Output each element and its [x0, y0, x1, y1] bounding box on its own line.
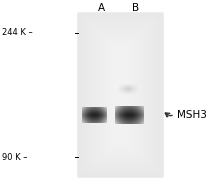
Text: B: B: [132, 3, 139, 13]
Text: 244 K –: 244 K –: [2, 28, 33, 37]
FancyBboxPatch shape: [78, 13, 163, 177]
Text: 90 K –: 90 K –: [2, 153, 28, 162]
Text: A: A: [98, 3, 105, 13]
Text: MSH3: MSH3: [177, 110, 207, 120]
